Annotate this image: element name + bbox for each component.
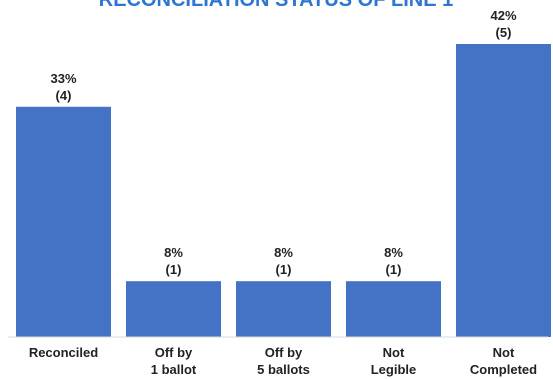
bar-not-legible xyxy=(346,281,441,337)
data-label-count-not-legible: (1) xyxy=(386,262,402,277)
category-labels-group: Reconciled Off by 1 ballot Off by 5 ballots N… xyxy=(29,345,537,377)
category-label-not-legible-line2: Legible xyxy=(371,362,417,377)
category-label-off-by-5-ballots-line2: 5 ballots xyxy=(257,362,310,377)
data-label-percent-off-by-5-ballots: 8% xyxy=(274,245,293,260)
data-label-count-off-by-5-ballots: (1) xyxy=(276,262,292,277)
category-label-reconciled-line1: Reconciled xyxy=(29,345,98,360)
category-label-off-by-1-ballot-line1: Off by xyxy=(155,345,193,360)
category-label-not-completed-line2: Completed xyxy=(470,362,537,377)
data-label-percent-off-by-1-ballot: 8% xyxy=(164,245,183,260)
bars-group xyxy=(16,44,551,338)
category-label-not-legible-line1: Not xyxy=(383,345,405,360)
bar-off-by-5-ballots xyxy=(236,281,331,337)
bar-not-completed xyxy=(456,44,551,337)
bar-reconciled xyxy=(16,106,111,338)
bar-off-by-1-ballot xyxy=(126,281,221,337)
data-labels-group: 33% (4) 8% (1) 8% (1) 8% (1) 42% (5) xyxy=(50,8,516,277)
category-label-not-completed-line1: Not xyxy=(493,345,515,360)
data-label-count-not-completed: (5) xyxy=(496,25,512,40)
category-label-off-by-1-ballot-line2: 1 ballot xyxy=(151,362,197,377)
data-label-percent-not-completed: 42% xyxy=(490,8,516,23)
data-label-percent-not-legible: 8% xyxy=(384,245,403,260)
chart-title: RECONCILIATION STATUS OF LINE 1 xyxy=(99,0,453,11)
data-label-count-off-by-1-ballot: (1) xyxy=(166,262,182,277)
data-label-percent-reconciled: 33% xyxy=(50,71,76,86)
category-label-off-by-5-ballots-line1: Off by xyxy=(265,345,303,360)
data-label-count-reconciled: (4) xyxy=(56,88,72,103)
